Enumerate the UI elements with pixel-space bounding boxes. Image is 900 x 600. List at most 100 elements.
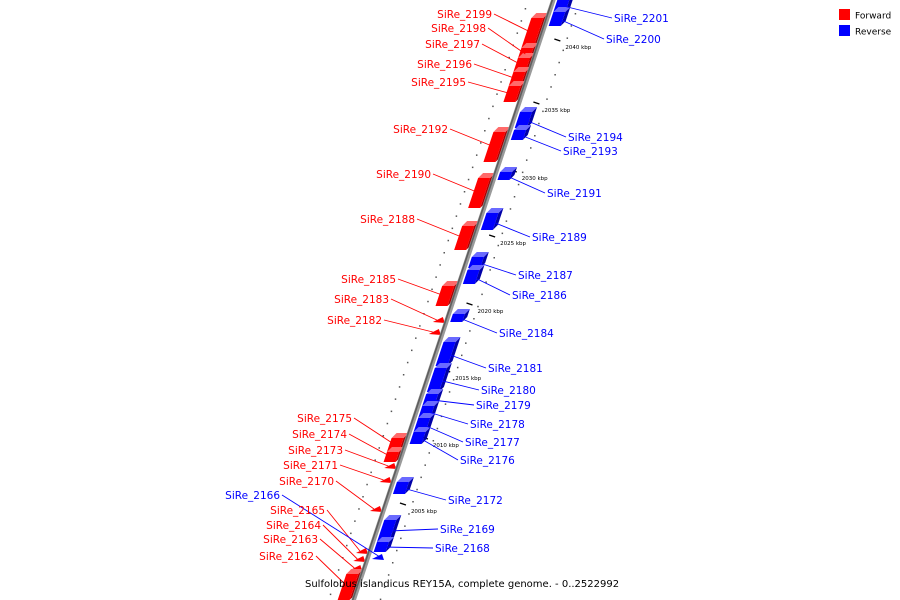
gene-block (435, 337, 461, 366)
minor-tick (412, 501, 414, 503)
minor-tick (469, 330, 471, 332)
minor-tick (428, 452, 431, 454)
gene-top (478, 173, 496, 178)
label-leader (506, 175, 546, 194)
kbp-label: 2030 kbp (522, 176, 548, 182)
gene-mark (432, 317, 445, 323)
minor-tick (455, 215, 458, 217)
gene-top (518, 53, 536, 58)
gene-label: SiRe_2165 (270, 505, 325, 517)
minor-tick (444, 403, 447, 405)
gene-label: SiRe_2191 (547, 188, 602, 200)
gene-front (462, 270, 480, 284)
minor-tick (436, 427, 439, 430)
gene-label: SiRe_2163 (263, 534, 318, 546)
minor-tick (416, 488, 418, 491)
label-leader (520, 134, 562, 152)
gene-label: SiRe_2200 (606, 34, 661, 46)
gene-block (373, 537, 394, 552)
minor-tick (516, 32, 519, 34)
label-leader (563, 5, 613, 19)
gene-label: SiRe_2193 (563, 146, 618, 158)
minor-tick (333, 581, 336, 583)
gene-mark (428, 329, 441, 335)
minor-tick (473, 318, 475, 320)
gene-block (376, 515, 402, 542)
minor-tick (524, 8, 527, 10)
minor-tick (379, 598, 382, 600)
gene-label: SiRe_2201 (614, 13, 669, 25)
minor-tick (521, 171, 524, 174)
kbp-label: 2020 kbp (478, 309, 504, 315)
minor-tick (424, 464, 426, 466)
minor-tick (538, 122, 540, 125)
gene-label: SiRe_2196 (417, 59, 472, 71)
kbp-label: 2025 kbp (500, 241, 526, 247)
gene-label: SiRe_2187 (518, 270, 573, 282)
minor-tick (420, 476, 422, 479)
minor-tick (448, 391, 451, 393)
label-leader (487, 27, 526, 55)
minor-tick (346, 544, 348, 547)
gene-label: SiRe_2172 (448, 495, 503, 507)
gene-top (486, 208, 504, 213)
minor-tick (387, 574, 390, 576)
minor-tick (383, 586, 386, 588)
minor-tick (408, 513, 410, 515)
gene-label: SiRe_2173 (288, 445, 343, 457)
gene-front (435, 342, 456, 366)
minor-tick (497, 244, 500, 247)
minor-tick (471, 166, 474, 169)
minor-tick (354, 520, 356, 522)
minor-tick (382, 435, 385, 437)
label-leader (438, 379, 480, 391)
minor-tick (574, 13, 577, 15)
gene-block (409, 427, 431, 444)
label-leader (416, 218, 465, 239)
gene-side (522, 125, 532, 140)
gene-front (392, 482, 409, 494)
label-leader (472, 276, 511, 296)
gene-side (447, 337, 461, 366)
gene-mark (369, 506, 382, 512)
minor-tick (370, 471, 372, 474)
minor-tick (456, 366, 459, 369)
gene-side (492, 208, 504, 230)
label-leader (326, 509, 361, 552)
kbp-label: 2035 kbp (544, 108, 570, 114)
minor-tick (562, 49, 564, 52)
gene-top (553, 7, 571, 12)
minor-tick (570, 25, 573, 27)
gene-mark (371, 554, 384, 560)
gene-block (497, 167, 518, 180)
minor-tick (350, 532, 352, 535)
gene-side (404, 477, 414, 494)
gene-top (471, 252, 489, 257)
gene-label: SiRe_2194 (568, 132, 623, 144)
minor-tick (481, 293, 483, 296)
gene-front (468, 178, 491, 208)
minor-tick (400, 537, 402, 540)
minor-tick (505, 220, 508, 222)
minor-tick (394, 398, 397, 400)
kbp-tick (488, 234, 496, 238)
minor-tick (463, 191, 466, 193)
reverse-genes (371, 0, 573, 560)
label-leader (447, 353, 487, 369)
minor-tick (566, 37, 569, 39)
gene-label: SiRe_2184 (499, 328, 554, 340)
gene-block (468, 252, 489, 268)
label-leader (319, 538, 355, 569)
gene-front (409, 432, 426, 444)
gene-side (438, 363, 452, 392)
minor-tick (410, 349, 413, 352)
gene-side (388, 515, 402, 542)
label-leader (473, 63, 518, 80)
gene-top (442, 281, 460, 286)
gene-side (526, 107, 538, 128)
label-leader (493, 13, 533, 34)
minor-tick (415, 337, 417, 339)
gene-block (392, 477, 414, 494)
minor-tick (465, 342, 467, 344)
